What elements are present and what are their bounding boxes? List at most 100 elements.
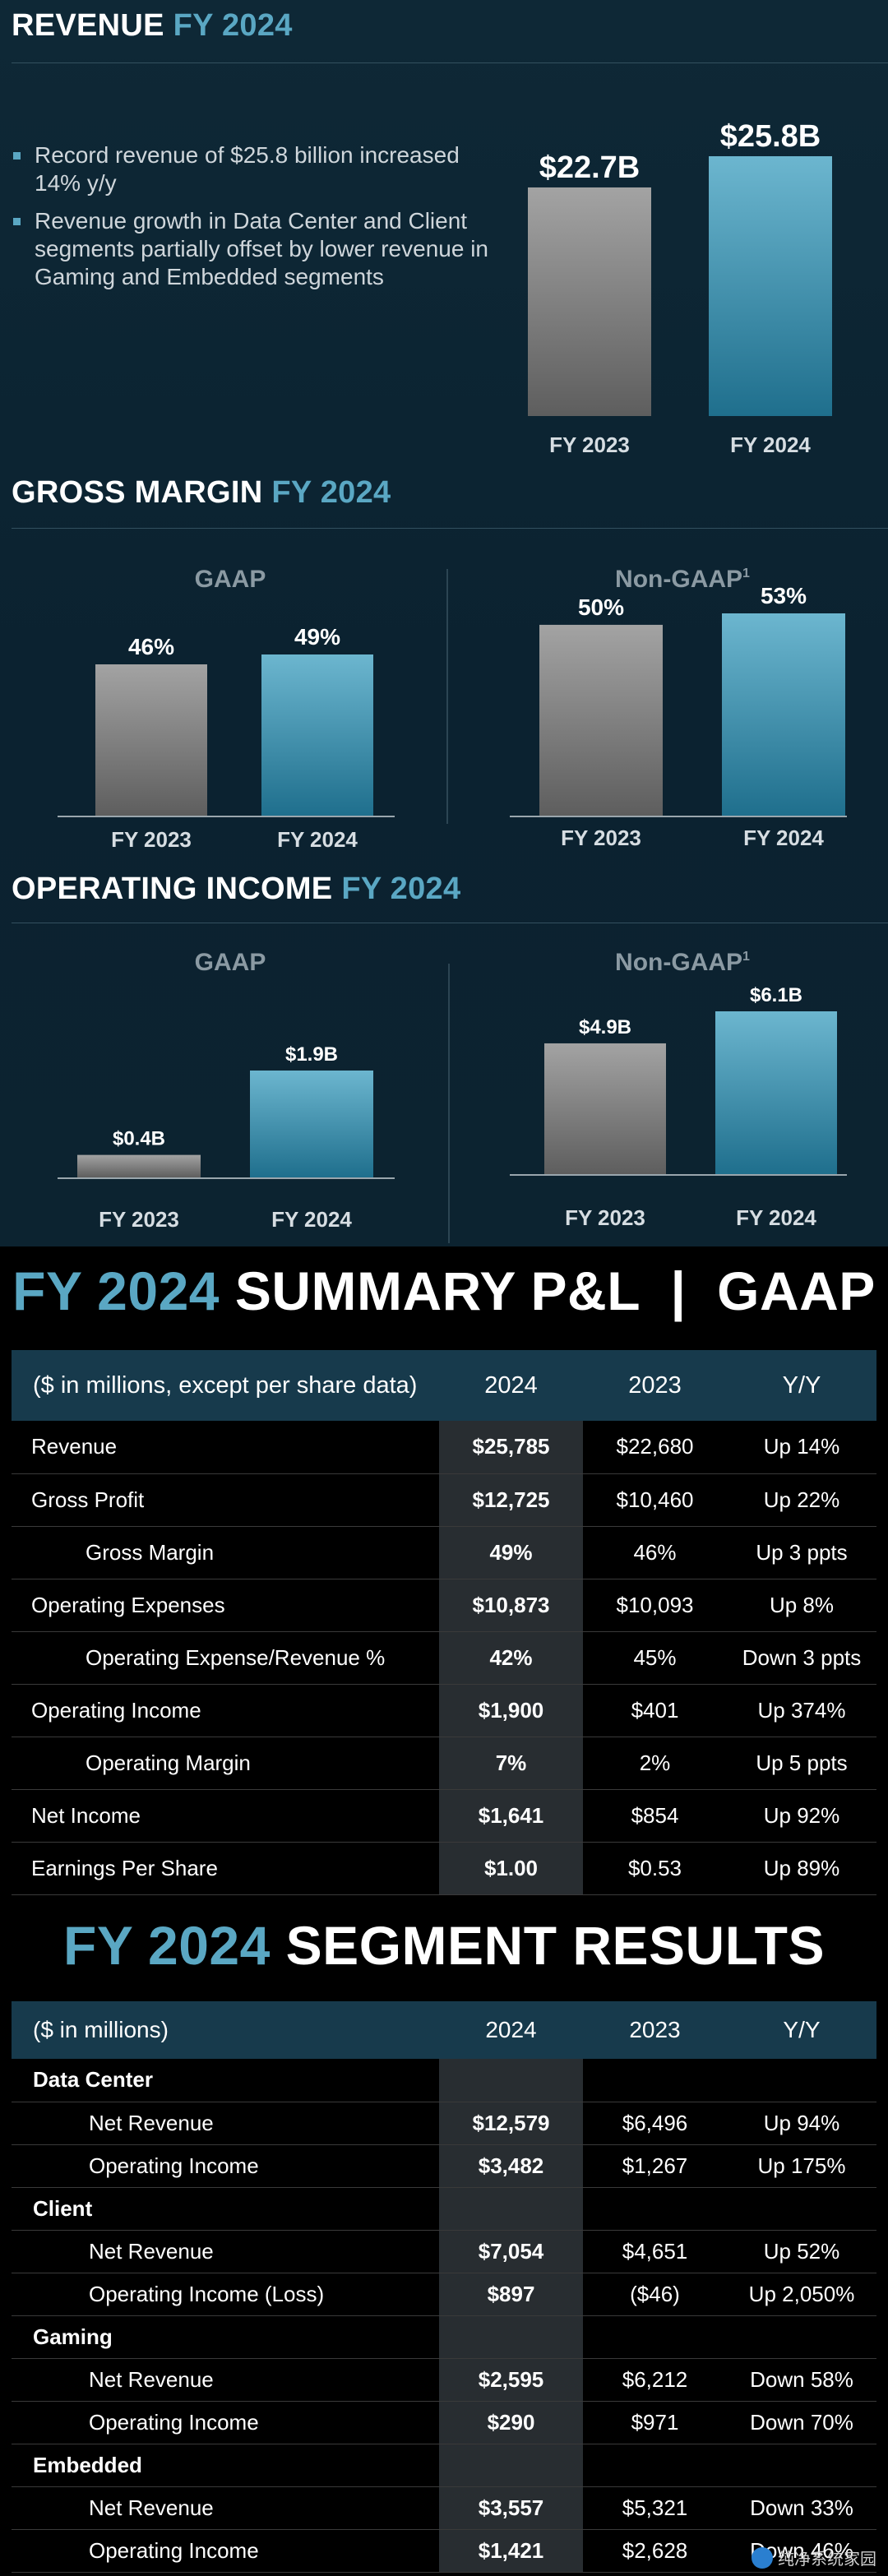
chart-data-label: 46% [128,634,174,659]
segment-row-label: Net Revenue [12,2230,439,2273]
segment-empty-cell [583,2315,727,2359]
summary-row: Revenue $25,785 $22,680 Up 14% [12,1421,876,1474]
gross-margin-title-text: GROSS MARGIN [12,475,263,510]
segment-results-table: ($ in millions) 2024 2023 Y/Y Data Cente… [12,2001,876,2573]
segment-value-yy: Up 52% [727,2230,876,2273]
chart-category-label: FY 2024 [736,1205,816,1230]
chart-subtitle: Non-GAAP1 [615,949,750,976]
summary-row: Net Income $1,641 $854 Up 92% [12,1789,876,1843]
segment-row: Net Revenue $7,054 $4,651 Up 52% [12,2230,876,2273]
chart-data-label: 53% [761,583,807,608]
chart-category-label: FY 2024 [730,432,811,457]
segment-value-2024: $12,579 [439,2102,583,2145]
segment-value-2023: ($46) [583,2273,727,2316]
segment-row: Net Revenue $12,579 $6,496 Up 94% [12,2102,876,2145]
summary-row: Operating Expenses $10,873 $10,093 Up 8% [12,1579,876,1632]
summary-value-2024: $25,785 [439,1421,583,1474]
summary-row-label: Operating Income [12,1684,439,1737]
tables-panel: FY 2024 SUMMARY P&L | GAAP ($ in million… [0,1246,888,2576]
segment-value-2023: $5,321 [583,2486,727,2530]
summary-row: Gross Profit $12,725 $10,460 Up 22% [12,1473,876,1527]
chart-category-label: FY 2024 [277,827,358,852]
segment-group-label: Client [12,2187,439,2231]
revenue-title-rule [12,62,888,63]
summary-value-2024: $10,873 [439,1579,583,1632]
operating-income-title-text: OPERATING INCOME [12,872,333,906]
summary-row-label: Operating Margin [12,1737,439,1790]
chart-category-label: FY 2023 [565,1205,645,1230]
chart-bar [722,613,845,816]
summary-row-label: Operating Expenses [12,1579,439,1632]
segment-group-label: Data Center [12,2059,439,2102]
summary-row: Operating Expense/Revenue % 42% 45% Down 3 … [12,1631,876,1685]
revenue-bullets: Record revenue of $25.8 billion increase… [12,141,497,301]
segment-empty-cell [583,2187,727,2231]
summary-row-label: Revenue [12,1421,439,1474]
segment-row-label: Operating Income [12,2144,439,2188]
segment-group-row: Gaming [12,2315,876,2359]
segment-empty-cell [727,2187,876,2231]
operating-income-gaap-chart: GAAP $0.4B FY 2023 $1.9B FY 2024 [58,949,395,1232]
segment-value-2024: $3,482 [439,2144,583,2188]
chart-bar [544,1043,666,1174]
segment-row-label: Net Revenue [12,2486,439,2530]
chart-bar [261,654,373,816]
watermark-logo-icon [752,2546,773,2569]
summary-value-2024: 49% [439,1526,583,1579]
segment-value-2023: $971 [583,2401,727,2444]
summary-value-yy: Up 3 ppts [727,1526,876,1579]
segment-value-2024: $7,054 [439,2230,583,2273]
summary-header-cell: ($ in millions, except per share data) [12,1350,439,1421]
revenue-bullet: Record revenue of $25.8 billion increase… [12,141,497,197]
summary-value-2024: $1,641 [439,1789,583,1843]
summary-value-yy: Up 374% [727,1684,876,1737]
summary-value-yy: Up 14% [727,1421,876,1474]
operating-income-divider [448,964,450,1243]
summary-row-label: Net Income [12,1789,439,1843]
segment-group-row: Embedded [12,2444,876,2487]
charts-panel: REVENUE FY 2024 Record revenue of $25.8 … [0,0,888,1246]
segment-value-2023: $1,267 [583,2144,727,2188]
chart-category-label: FY 2024 [271,1207,352,1232]
chart-bar [709,156,832,416]
watermark-text: 纯净系统家园 [778,2551,876,2569]
gross-margin-section-title: GROSS MARGIN FY 2024 [12,475,391,511]
chart-data-label: $0.4B [113,1128,165,1150]
summary-row-label: Gross Profit [12,1473,439,1527]
segment-results-title: FY 2024 SEGMENT RESULTS [0,1914,888,1977]
segment-row-label: Net Revenue [12,2358,439,2402]
operating-income-section-title: OPERATING INCOME FY 2024 [12,872,460,907]
summary-value-2023: $10,460 [583,1473,727,1527]
chart-bar [77,1154,201,1177]
segment-value-yy: Down 58% [727,2358,876,2402]
segment-title-text: SEGMENT RESULTS [285,1915,825,1976]
segment-empty-cell [439,2444,583,2487]
gross-margin-gaap-chart: GAAP 46% FY 2023 49% FY 2024 [58,566,395,852]
segment-empty-cell [583,2444,727,2487]
summary-row: Earnings Per Share $1.00 $0.53 Up 89% [12,1842,876,1895]
summary-value-2024: $1,900 [439,1684,583,1737]
summary-value-2024: $1.00 [439,1842,583,1895]
segment-row-label: Operating Income [12,2401,439,2444]
chart-data-label: 49% [294,624,340,650]
summary-header-cell: 2023 [583,1350,727,1421]
segment-value-2024: $290 [439,2401,583,2444]
segment-row-label: Net Revenue [12,2102,439,2145]
operating-income-title-highlight: FY 2024 [341,872,461,906]
summary-row: Operating Margin 7% 2% Up 5 ppts [12,1737,876,1790]
summary-row: Gross Margin 49% 46% Up 3 ppts [12,1526,876,1579]
segment-row: Net Revenue $2,595 $6,212 Down 58% [12,2358,876,2402]
summary-title-highlight: FY 2024 [12,1260,220,1321]
revenue-section-title: REVENUE FY 2024 [12,8,293,44]
segment-title-highlight: FY 2024 [63,1915,271,1976]
summary-value-yy: Up 5 ppts [727,1737,876,1790]
operating-income-nongaap-chart: Non-GAAP1 $4.9B FY 2023 $6.1B FY 2024 [510,949,847,1230]
chart-category-label: FY 2024 [743,826,824,850]
summary-value-2023: 45% [583,1631,727,1685]
summary-value-yy: Down 3 ppts [727,1631,876,1685]
chart-bar [539,624,663,816]
segment-header-row: ($ in millions) 2024 2023 Y/Y [12,2001,876,2059]
segment-value-2023: $2,628 [583,2529,727,2573]
chart-category-label: FY 2023 [111,827,192,852]
chart-bar [528,187,651,416]
